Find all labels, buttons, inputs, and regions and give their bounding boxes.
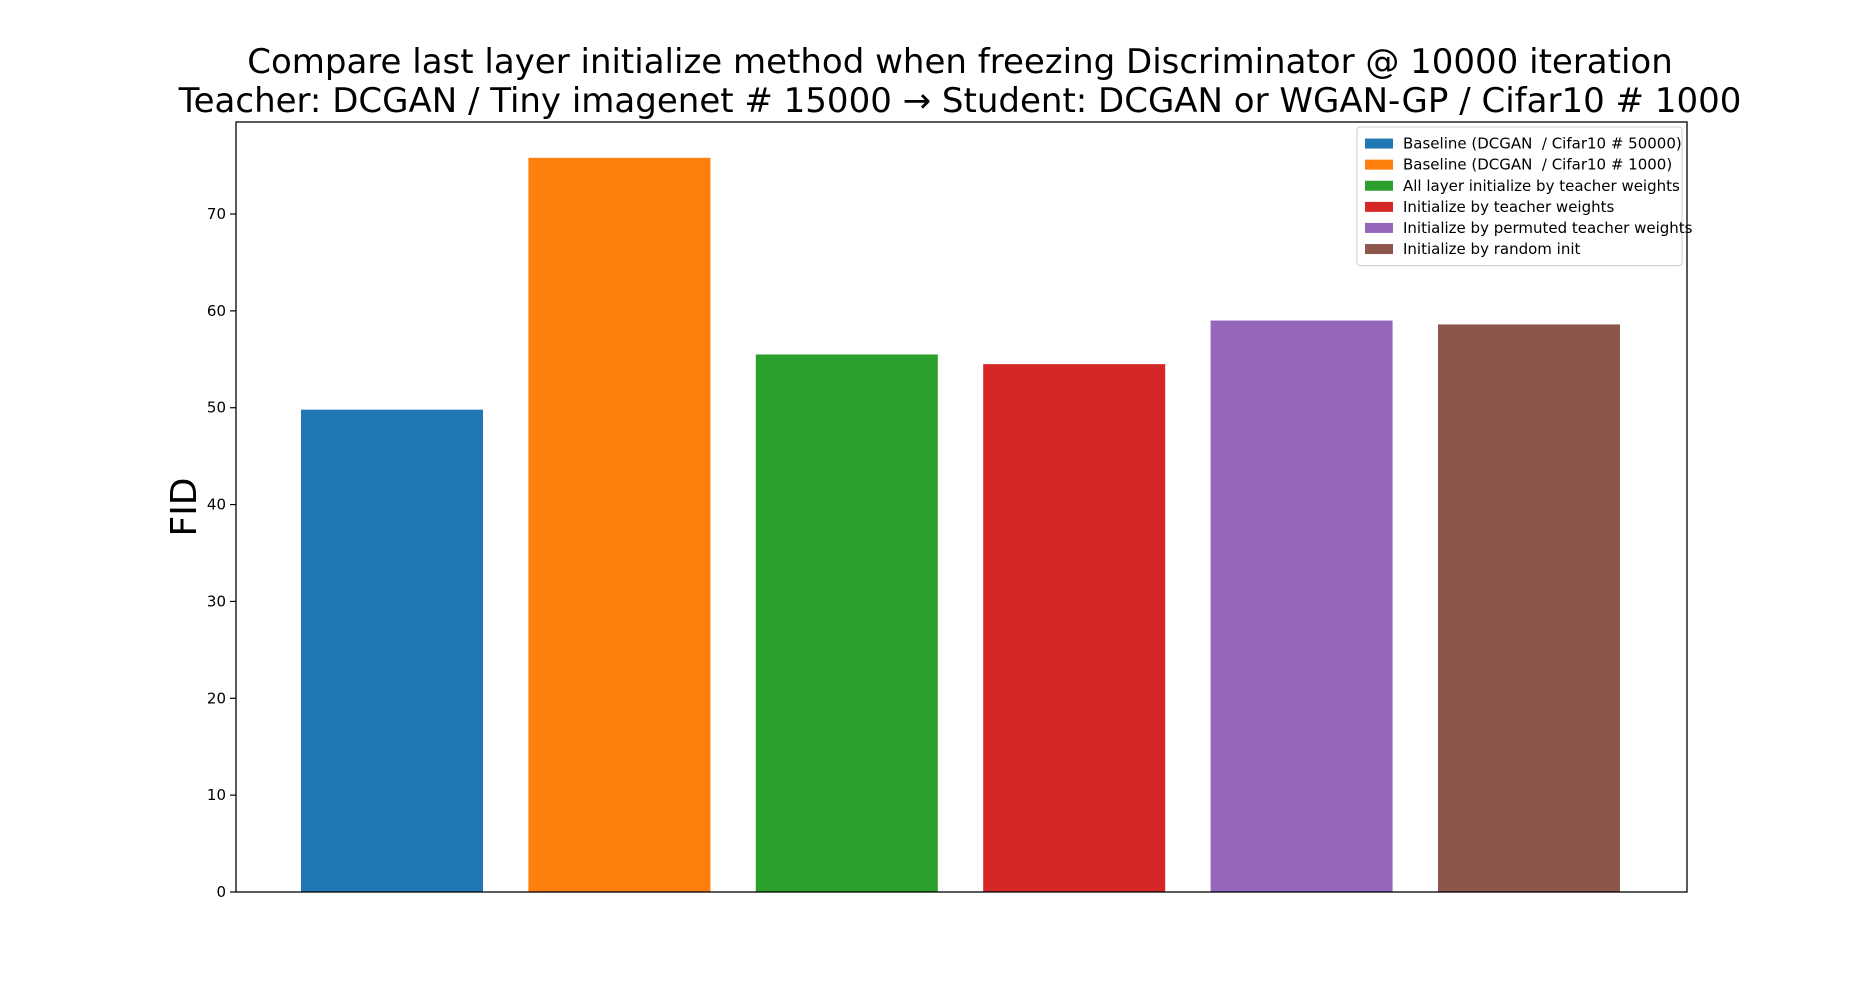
chart-title: Compare last layer initialize method whe… <box>247 42 1673 82</box>
bars <box>301 157 1620 892</box>
legend-label-4: Initialize by teacher weights <box>1403 198 1615 216</box>
y-tick-label: 20 <box>207 689 226 707</box>
legend-label-1: Baseline (DCGAN / Cifar10 # 50000) <box>1403 135 1682 153</box>
legend-frame <box>1356 126 1683 267</box>
legend: Baseline (DCGAN / Cifar10 # 50000) Baseli… <box>1356 126 1693 267</box>
chart-subtitle: Teacher: DCGAN / Tiny imagenet # 15000 →… <box>178 81 1742 121</box>
bar-3 <box>755 354 938 892</box>
y-tick-label: 10 <box>207 786 226 804</box>
legend-swatch-2 <box>1365 159 1393 170</box>
y-tick-label: 50 <box>207 399 226 417</box>
legend-swatch-6 <box>1365 244 1393 255</box>
bar-1 <box>301 409 483 892</box>
y-axis-label: FID <box>164 477 205 536</box>
plot-frame <box>235 121 1688 893</box>
legend-label-6: Initialize by random init <box>1403 240 1580 258</box>
bar-4 <box>983 364 1166 892</box>
bar-5 <box>1210 320 1393 892</box>
legend-swatch-4 <box>1365 201 1393 212</box>
legend-label-2: Baseline (DCGAN / Cifar10 # 1000) <box>1403 156 1672 174</box>
legend-swatch-5 <box>1365 222 1393 233</box>
y-axis: 0 10 20 30 40 50 60 70 <box>207 205 236 901</box>
legend-label-5: Initialize by permuted teacher weights <box>1403 219 1693 237</box>
y-tick-label: 0 <box>216 883 226 901</box>
y-tick-label: 70 <box>207 205 226 223</box>
y-tick-label: 40 <box>207 496 226 514</box>
legend-label-3: All layer initialize by teacher weights <box>1403 177 1680 195</box>
bar-6 <box>1438 324 1620 892</box>
legend-swatch-1 <box>1365 138 1393 149</box>
y-tick-label: 60 <box>207 302 226 320</box>
y-tick-label: 30 <box>207 592 226 610</box>
legend-swatch-3 <box>1365 180 1393 191</box>
bar-2 <box>528 157 711 892</box>
